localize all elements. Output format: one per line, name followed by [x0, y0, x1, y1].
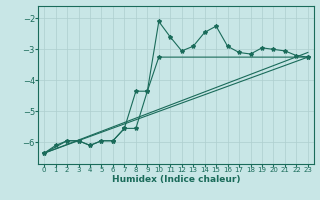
- X-axis label: Humidex (Indice chaleur): Humidex (Indice chaleur): [112, 175, 240, 184]
